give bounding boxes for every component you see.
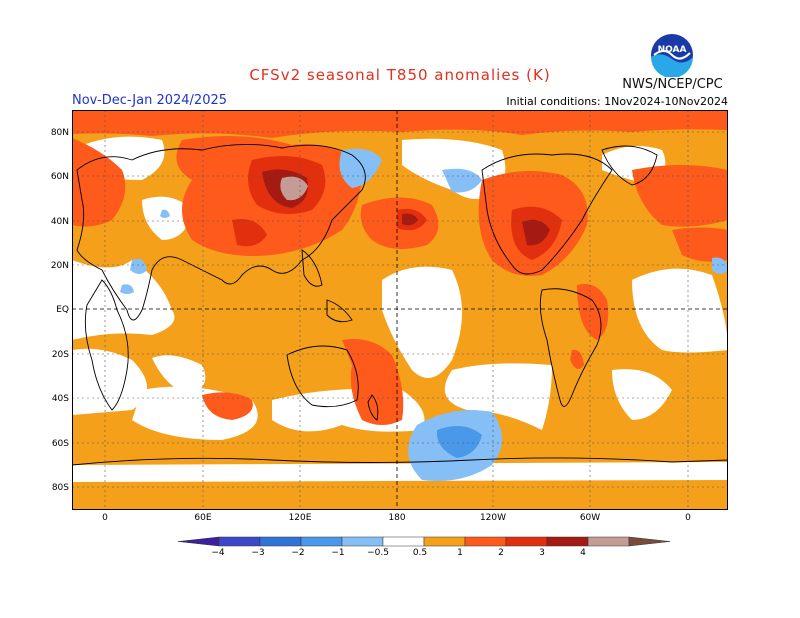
colorbar-label: 3 xyxy=(539,548,545,558)
lon-label-60e: 60E xyxy=(194,513,211,523)
colorbar-swatch xyxy=(300,536,343,547)
noaa-logo-text: NOAA xyxy=(658,45,687,55)
map-frame xyxy=(72,110,728,510)
colorbar-label: −0.5 xyxy=(367,548,389,558)
lat-label-80n: 80N xyxy=(51,128,69,138)
lat-label-eq: EQ xyxy=(56,305,69,315)
lat-label-80s: 80S xyxy=(52,483,69,493)
emphasis-gridlines xyxy=(72,110,728,510)
colorbar-label: −3 xyxy=(251,548,264,558)
lat-label-20s: 20S xyxy=(52,350,69,360)
colorbar-swatch xyxy=(423,536,466,547)
colorbar-swatch xyxy=(177,536,220,547)
lat-label-40s: 40S xyxy=(52,394,69,404)
colorbar-swatch xyxy=(341,536,384,547)
agency-label: NWS/NCEP/CPC xyxy=(622,77,723,92)
colorbar-label: −2 xyxy=(291,548,304,558)
colorbar-labels: −4 −3 −2 −1 −0.5 0.5 1 2 3 4 xyxy=(211,548,586,558)
colorbar-label: 4 xyxy=(580,548,586,558)
lat-label-60s: 60S xyxy=(52,439,69,449)
coastlines xyxy=(72,144,728,466)
colorbar-label: −1 xyxy=(331,548,344,558)
anomaly-gt4k-region xyxy=(280,176,308,201)
lon-label-0-east: 0 xyxy=(685,513,691,523)
map-title: CFSv2 seasonal T850 anomalies (K) xyxy=(249,66,551,84)
map-gridlines xyxy=(72,110,728,510)
noaa-logo-icon: NOAA xyxy=(651,34,693,77)
lon-label-180: 180 xyxy=(388,513,405,523)
colorbar-swatch xyxy=(259,536,302,547)
latitude-label-gutter: 80N 60N 40N 20N EQ 20S 40S 60S 80S xyxy=(51,128,69,493)
colorbar-swatch xyxy=(218,536,261,547)
lat-label-20n: 20N xyxy=(51,261,69,271)
colorbar-swatch xyxy=(546,536,589,547)
colorbar: −4 −3 −2 −1 −0.5 0.5 1 2 3 4 xyxy=(177,536,671,558)
season-label: Nov-Dec-Jan 2024/2025 xyxy=(72,93,228,108)
lat-label-60n: 60N xyxy=(51,172,69,182)
lon-label-60w: 60W xyxy=(580,513,600,523)
colorbar-swatch xyxy=(587,536,630,547)
lon-label-0: 0 xyxy=(102,513,108,523)
colorbar-swatch xyxy=(505,536,548,547)
lat-label-40n: 40N xyxy=(51,217,69,227)
negative-anomaly-regions xyxy=(120,148,728,481)
colorbar-label: 1 xyxy=(457,548,463,558)
lon-label-120w: 120W xyxy=(480,513,506,523)
colorbar-label: −4 xyxy=(211,548,225,558)
colorbar-swatches xyxy=(177,536,671,547)
longitude-labels: 0 60E 120E 180 120W 60W 0 xyxy=(102,513,691,523)
colorbar-label: 0.5 xyxy=(413,548,427,558)
lon-label-120e: 120E xyxy=(289,513,312,523)
colorbar-label: 2 xyxy=(498,548,504,558)
colorbar-swatch xyxy=(464,536,507,547)
anomaly-map: 80N 60N 40N 20N EQ 20S 40S 60S 80S xyxy=(72,110,728,510)
initial-conditions-label: Initial conditions: 1Nov2024-10Nov2024 xyxy=(506,95,728,108)
colorbar-swatch xyxy=(628,536,671,547)
colorbar-swatch xyxy=(382,536,425,547)
